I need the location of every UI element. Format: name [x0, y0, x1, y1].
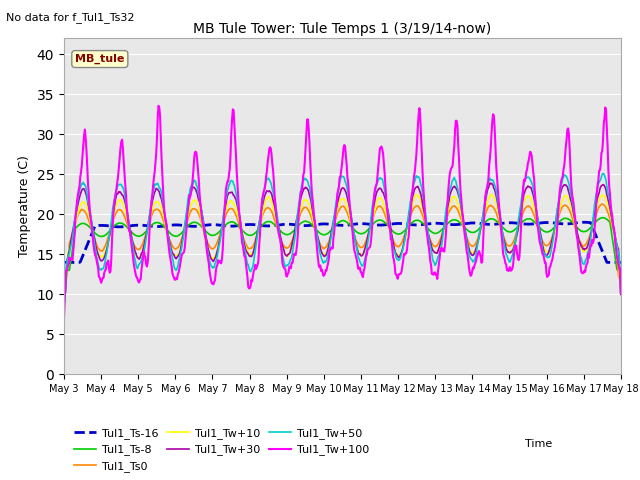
Y-axis label: Temperature (C): Temperature (C)	[18, 156, 31, 257]
Title: MB Tule Tower: Tule Temps 1 (3/19/14-now): MB Tule Tower: Tule Temps 1 (3/19/14-now…	[193, 22, 492, 36]
Text: No data for f_Tul1_Ts32: No data for f_Tul1_Ts32	[6, 12, 135, 23]
Text: MB_tule: MB_tule	[75, 54, 125, 64]
Legend: Tul1_Ts-16, Tul1_Ts-8, Tul1_Ts0, Tul1_Tw+10, Tul1_Tw+30, Tul1_Tw+50, Tul1_Tw+100: Tul1_Ts-16, Tul1_Ts-8, Tul1_Ts0, Tul1_Tw…	[70, 424, 374, 476]
Text: Time: Time	[525, 439, 552, 449]
